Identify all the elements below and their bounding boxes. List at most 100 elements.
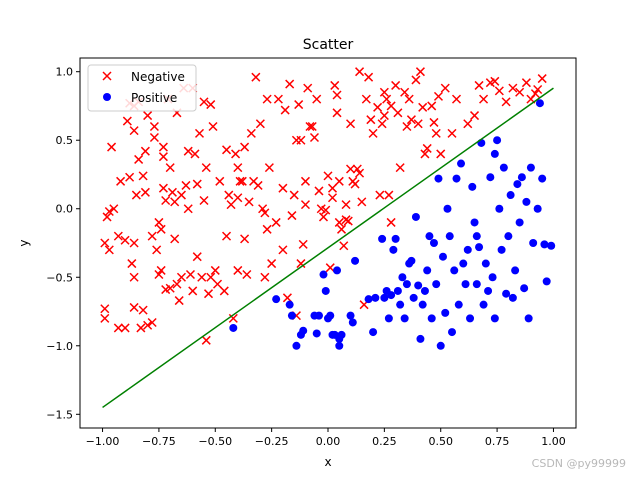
negative-point (170, 234, 180, 244)
negative-point (494, 86, 504, 96)
positive-point (524, 314, 533, 323)
negative-point (113, 323, 123, 333)
negative-point (140, 187, 150, 197)
negative-point (436, 149, 446, 159)
positive-point (479, 300, 488, 309)
positive-point (472, 280, 481, 289)
y-tick-label: −1.0 (46, 340, 73, 353)
negative-point (400, 87, 410, 97)
positive-point (335, 341, 344, 350)
negative-point (156, 224, 166, 234)
negative-point (129, 272, 139, 282)
negative-point (240, 142, 250, 152)
negative-point (192, 252, 202, 262)
negative-point (406, 115, 416, 125)
positive-point (470, 218, 479, 227)
negative-point (395, 163, 405, 173)
positive-point (321, 286, 330, 295)
negative-point (228, 313, 238, 323)
positive-point (398, 273, 407, 282)
negative-point (515, 87, 525, 97)
negative-point (422, 143, 432, 153)
negative-point (361, 94, 371, 104)
negative-point (382, 94, 392, 104)
positive-point (287, 311, 296, 320)
positive-point (515, 218, 524, 227)
positive-point (292, 341, 301, 350)
x-axis-label: x (324, 455, 331, 469)
negative-point (127, 259, 137, 269)
positive-point (490, 314, 499, 323)
positive-point (547, 241, 556, 250)
positive-point (333, 266, 342, 275)
y-tick-label: −0.5 (46, 271, 73, 284)
negative-point (183, 146, 193, 156)
legend-box (87, 64, 197, 112)
negative-point (339, 241, 349, 251)
positive-point (468, 182, 477, 191)
legend: Negative Positive (87, 64, 197, 112)
positive-point (443, 204, 452, 213)
negative-point (201, 163, 211, 173)
negative-point (199, 195, 209, 206)
positive-point (517, 173, 526, 182)
negative-point (233, 163, 243, 173)
positive-point (378, 234, 387, 243)
negative-point (255, 119, 265, 129)
negative-point (219, 286, 229, 296)
negative-point (192, 179, 202, 189)
negative-point (183, 204, 193, 214)
positive-point (387, 291, 396, 300)
negative-point (273, 94, 283, 104)
positive-point (490, 149, 499, 158)
y-axis: −1.5 −1.0 −0.5 0.0 0.5 1.0 (46, 66, 80, 421)
negative-point (490, 76, 500, 86)
negative-point (100, 313, 110, 323)
negative-point (429, 117, 439, 127)
negative-point (336, 224, 347, 234)
negative-point (537, 74, 547, 84)
negative-point (149, 132, 159, 143)
negative-point (413, 119, 423, 129)
negative-point (289, 190, 299, 200)
positive-point (441, 308, 450, 317)
negative-point (309, 132, 320, 143)
negative-point (260, 208, 270, 218)
negative-point (291, 135, 301, 145)
negative-point (251, 72, 261, 82)
positive-point (229, 323, 238, 332)
negative-point (143, 111, 153, 121)
positive-point (540, 240, 549, 249)
positive-point (389, 245, 398, 254)
positive-point (511, 266, 520, 275)
negative-point (533, 84, 543, 95)
negative-point (431, 128, 441, 138)
positive-point (504, 232, 513, 241)
negative-point (346, 119, 356, 129)
negative-point (233, 193, 243, 203)
positive-point (427, 314, 436, 323)
negative-point (143, 320, 153, 330)
negative-point (470, 111, 480, 121)
negative-point (355, 67, 365, 77)
positive-point (529, 239, 538, 247)
positive-point (506, 191, 515, 200)
positive-point (380, 293, 389, 302)
positive-point (538, 174, 547, 183)
decision-boundary-line (102, 87, 554, 409)
negative-point (199, 97, 209, 107)
negative-point (104, 245, 114, 255)
positive-point (436, 341, 445, 350)
positive-point (299, 326, 308, 335)
negative-point (479, 94, 489, 104)
negative-point (226, 200, 236, 210)
negative-point (197, 272, 207, 282)
negative-point (379, 111, 389, 121)
positive-point (475, 243, 484, 252)
legend-marker-negative (102, 71, 112, 81)
negative-point (346, 164, 356, 174)
negative-point (176, 272, 186, 282)
positive-point (364, 295, 373, 304)
negative-point (233, 265, 243, 275)
